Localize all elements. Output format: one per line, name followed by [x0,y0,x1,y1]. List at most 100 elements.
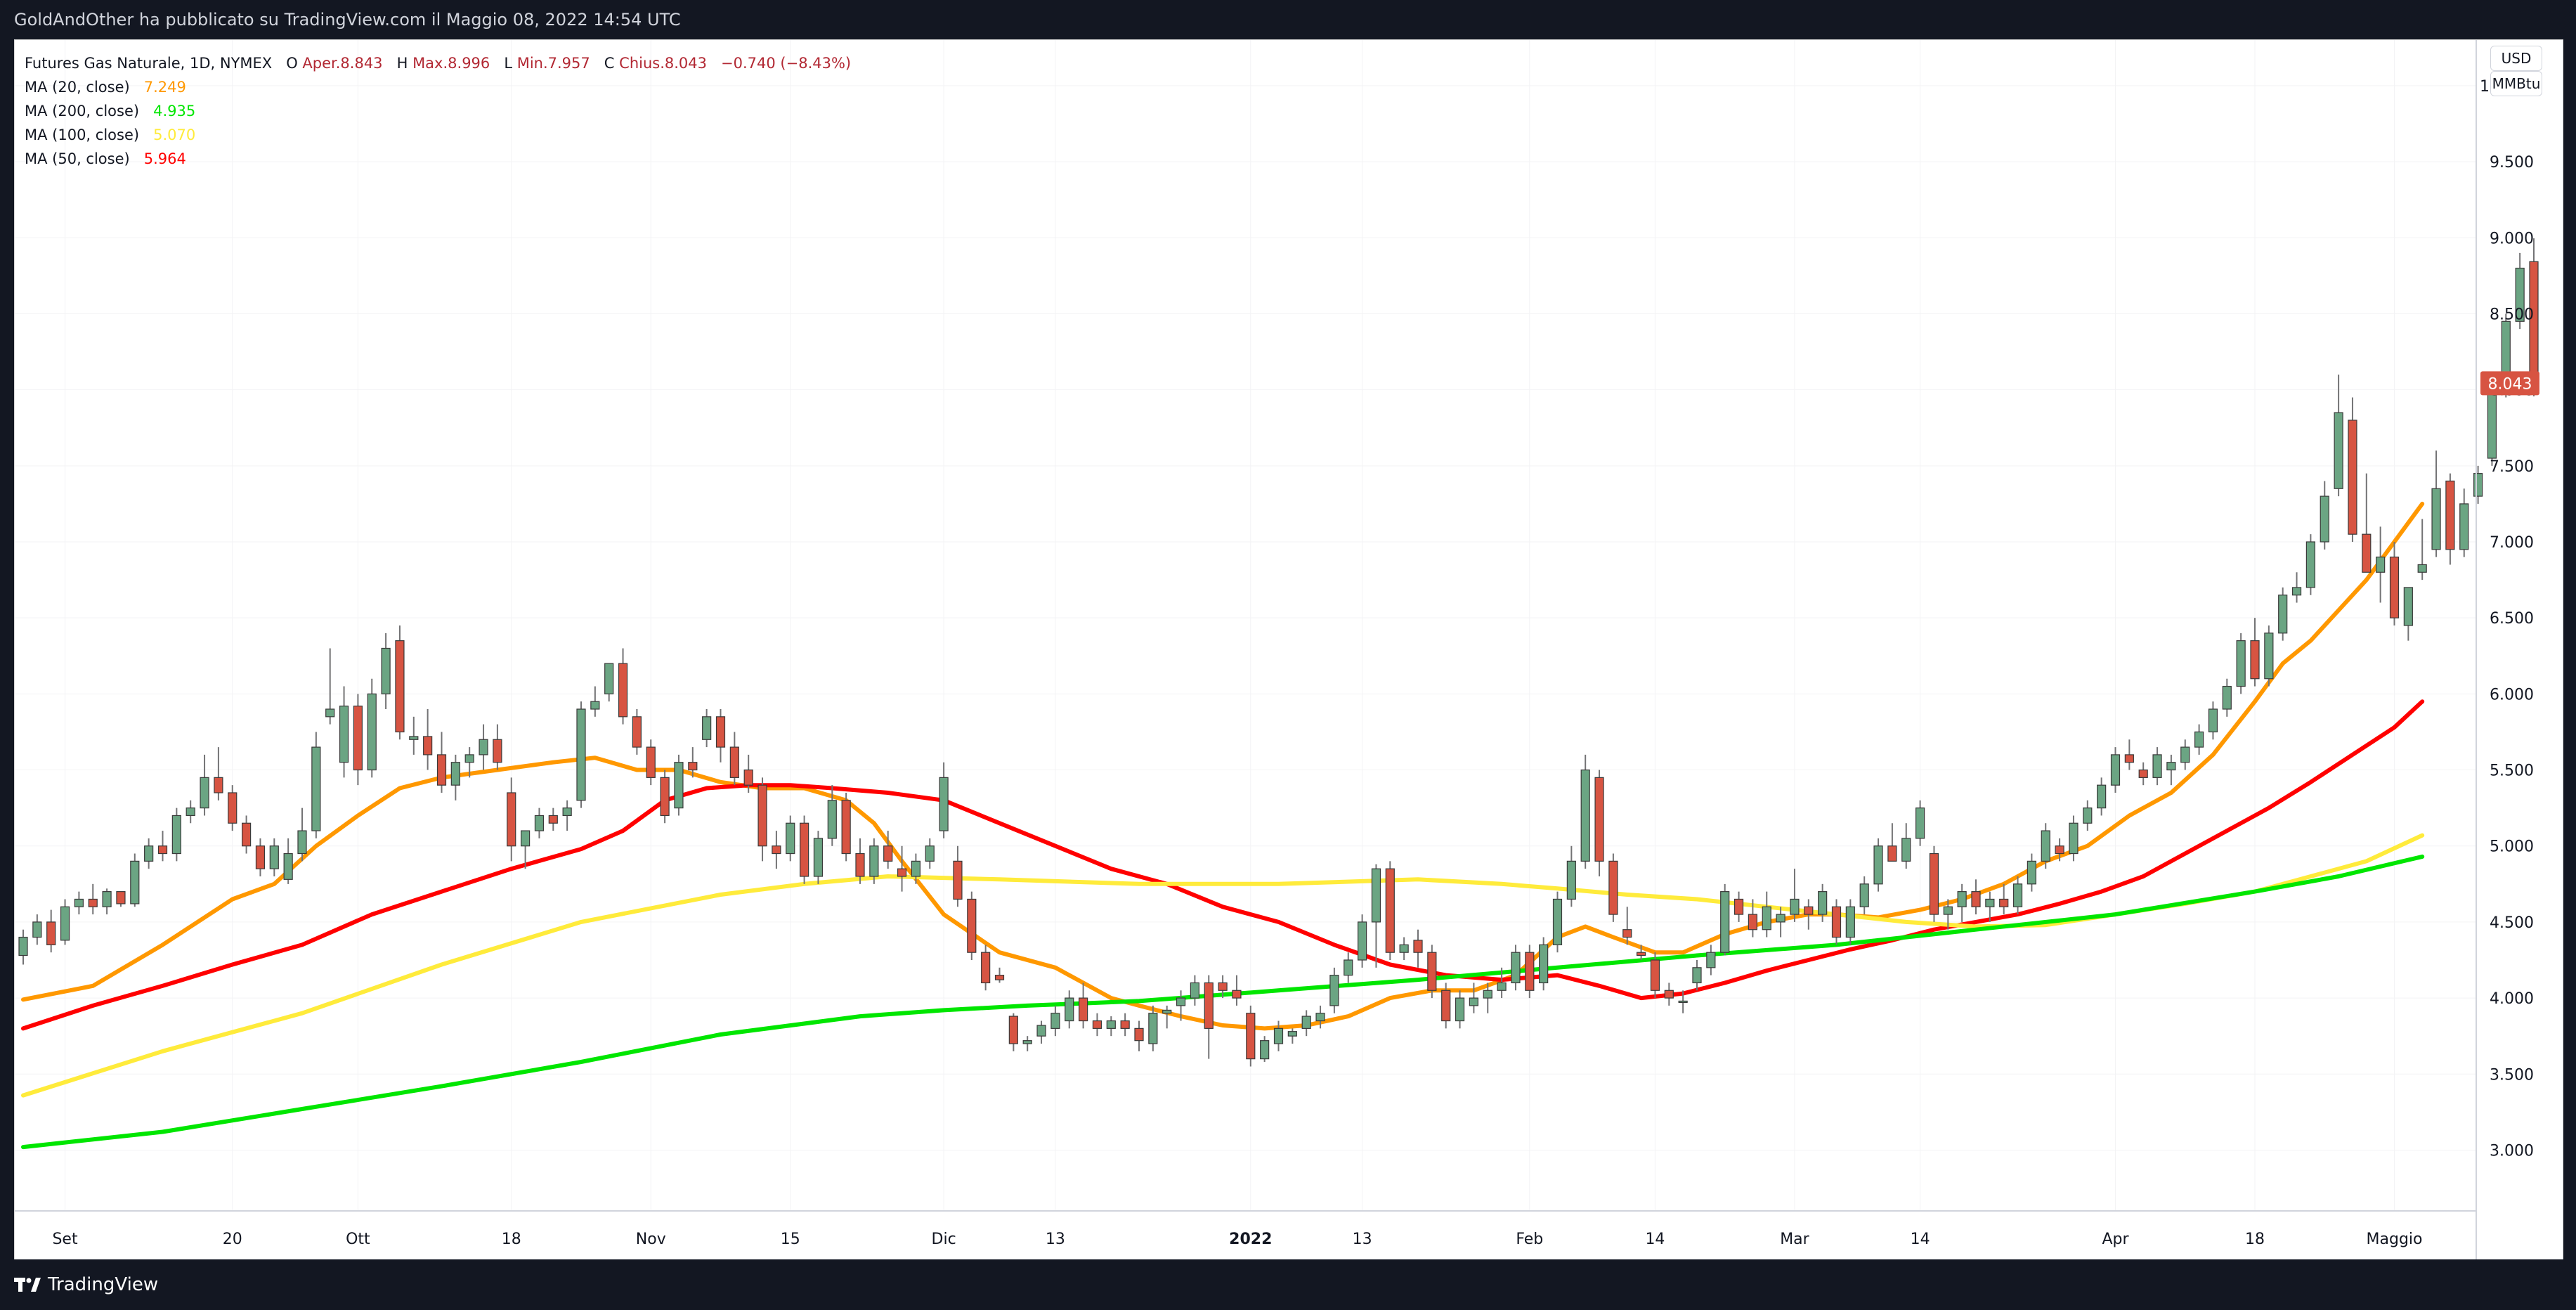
candle [464,747,474,778]
candle [2334,375,2343,497]
candle-body [1594,777,1604,862]
candle-body [981,952,991,984]
symbol-label[interactable]: Futures Gas Naturale, 1D, NYMEX [25,55,273,72]
candle-body [674,762,684,809]
candle-body [1120,1020,1130,1029]
candle [1065,990,1074,1029]
candle-body [1106,1020,1116,1029]
candle [60,899,70,945]
x-tick-label: 20 [223,1231,242,1248]
candle [353,694,363,786]
candle-body [1608,860,1618,915]
candle-body [1176,997,1186,1006]
candle-body [1065,997,1074,1022]
candle [1692,960,1702,991]
candle-body [1566,860,1576,900]
candle [702,709,712,748]
candle-body [1692,967,1702,984]
candle-body [618,663,628,718]
x-tick-label: 14 [1645,1231,1665,1248]
candle-body [1525,952,1535,991]
candle-body [855,852,865,877]
candle [1985,891,1995,922]
x-tick-label: Mar [1780,1231,1809,1248]
candle-body [88,898,98,907]
y-tick-label: 5.000 [2490,838,2534,856]
ma-row[interactable]: MA (200, close) 4.935 [25,99,851,123]
candle [604,663,614,702]
candle-body [786,822,795,855]
ma-row[interactable]: MA (20, close) 7.249 [25,75,851,99]
candle-body [46,921,56,945]
candle [2208,701,2218,740]
price-axis[interactable]: 3.000 3.500 4.000 4.500 5.000 5.500 6.000 6.500… [2480,78,2534,1160]
candle [2180,739,2190,770]
ma-row[interactable]: MA (50, close) 5.964 [25,147,851,171]
candle-body [228,792,238,824]
candle [116,891,126,907]
candle-body [157,845,168,855]
candle [841,793,851,862]
unit-button[interactable]: MMBtu [2490,71,2542,96]
candle-body [171,815,181,855]
low-label: L [504,55,513,72]
candle-body [967,898,977,953]
candle-body [214,777,223,793]
candle-body [18,936,28,956]
candle-body [1232,990,1242,999]
candle-body [493,739,502,763]
candle-body [1008,1016,1018,1044]
candle-body [1915,808,1925,839]
candle [1315,1005,1325,1029]
candle-body [1357,921,1367,961]
chart-panel[interactable]: 3.000 3.500 4.000 4.500 5.000 5.500 6.000 6.500… [14,39,2563,1261]
candle [715,709,726,763]
candle [1413,929,1423,968]
candle-body [1022,1040,1032,1044]
open-value: Aper.8.843 [302,55,383,72]
candle [1022,1036,1032,1051]
candle-body [953,860,963,900]
candle [18,929,28,965]
candle-body [576,708,586,801]
ma-value: 4.935 [153,103,196,119]
candle [1580,754,1590,869]
candle-body [548,815,558,824]
x-tick-label: 13 [1046,1231,1065,1248]
candle [674,754,684,816]
candle-body [436,754,447,786]
candle-body [1162,1009,1172,1014]
candle-body [2473,473,2483,497]
candle [1664,983,1674,1006]
candle-body [1622,929,1632,938]
candle-body [1497,982,1507,991]
candle-body [1733,898,1744,915]
candle-body [2250,640,2260,680]
candle-body [2194,731,2204,748]
candle [1790,869,1800,922]
ma-row[interactable]: MA (100, close) 5.070 [25,123,851,147]
candle-body [925,845,935,862]
candle [1371,864,1381,968]
price-chart[interactable]: 3.000 3.500 4.000 4.500 5.000 5.500 6.000 6.500… [15,40,2563,1260]
time-axis[interactable]: Set 20 Ott 18 Nov 15 Dic 13 2022 13 Feb 14 Mar 14 Apr 1… [52,1231,2422,1248]
candle [2376,526,2386,603]
candle [46,909,56,953]
candle [2417,519,2427,581]
candle-body [1873,845,1883,885]
currency-button[interactable]: USD [2490,46,2542,71]
candle-body [1943,906,1953,915]
chart-legend: Futures Gas Naturale, 1D, NYMEX O Aper.8… [25,51,851,171]
candle-body [813,838,824,877]
candle-body [743,769,753,786]
candle [1971,879,1981,915]
candle-body [130,860,140,904]
candle-body [827,800,837,839]
candle-body [646,746,656,778]
y-tick-label: 3.500 [2490,1066,2534,1084]
candle [1329,967,1339,1013]
candle-body [102,891,112,907]
candle-body [1190,982,1200,999]
candle-body [2138,769,2148,778]
candle-body [395,640,405,733]
